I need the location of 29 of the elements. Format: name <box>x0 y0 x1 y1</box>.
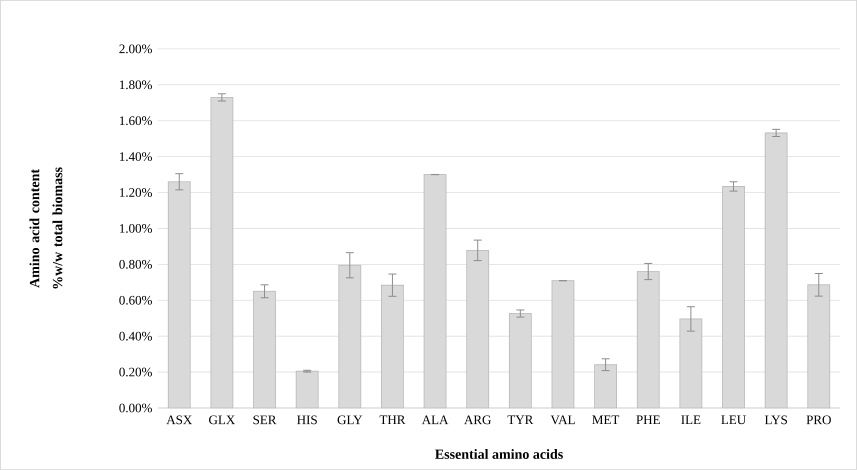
x-tick-label: LEU <box>721 416 746 424</box>
y-tick-label: 1.40% <box>120 152 152 162</box>
x-tick-label: VAL <box>550 416 575 424</box>
x-tick-label: PHE <box>636 416 660 424</box>
x-tick-label: SER <box>253 416 276 424</box>
x-tick-label: THR <box>380 416 406 424</box>
x-tick-label: ASX <box>166 416 192 424</box>
y-tick-label: 0.60% <box>119 296 152 305</box>
x-tick-label: ARG <box>464 416 492 424</box>
x-tick-label: ILE <box>681 416 700 424</box>
x-tick-label: PRO <box>806 416 831 424</box>
y-tick-label: 1.20% <box>120 188 152 197</box>
x-tick-label: ALA <box>422 416 448 424</box>
y-tick-label: 0.20% <box>119 368 152 377</box>
x-tick-label: HIS <box>297 416 317 424</box>
x-tick-label: TYR <box>508 416 534 424</box>
y-tick-label: 1.80% <box>120 80 152 90</box>
y-tick-label: 1.00% <box>120 224 152 233</box>
x-axis-title: Essential amino acids <box>435 449 563 459</box>
y-tick-label: 1.60% <box>120 116 152 126</box>
x-tick-label: MET <box>592 416 620 424</box>
y-tick-label: 2.00% <box>119 44 152 54</box>
x-tick-label: GLX <box>209 416 236 424</box>
y-tick-label: 0.40% <box>119 332 152 341</box>
x-tick-label: GLY <box>338 416 362 424</box>
y-tick-label: 0.80% <box>119 260 152 269</box>
x-tick-label: LYS <box>764 416 787 424</box>
y-tick-label: 0.00% <box>119 404 152 412</box>
y-axis-title: Amino acid content %w/w total biomass <box>29 167 62 288</box>
